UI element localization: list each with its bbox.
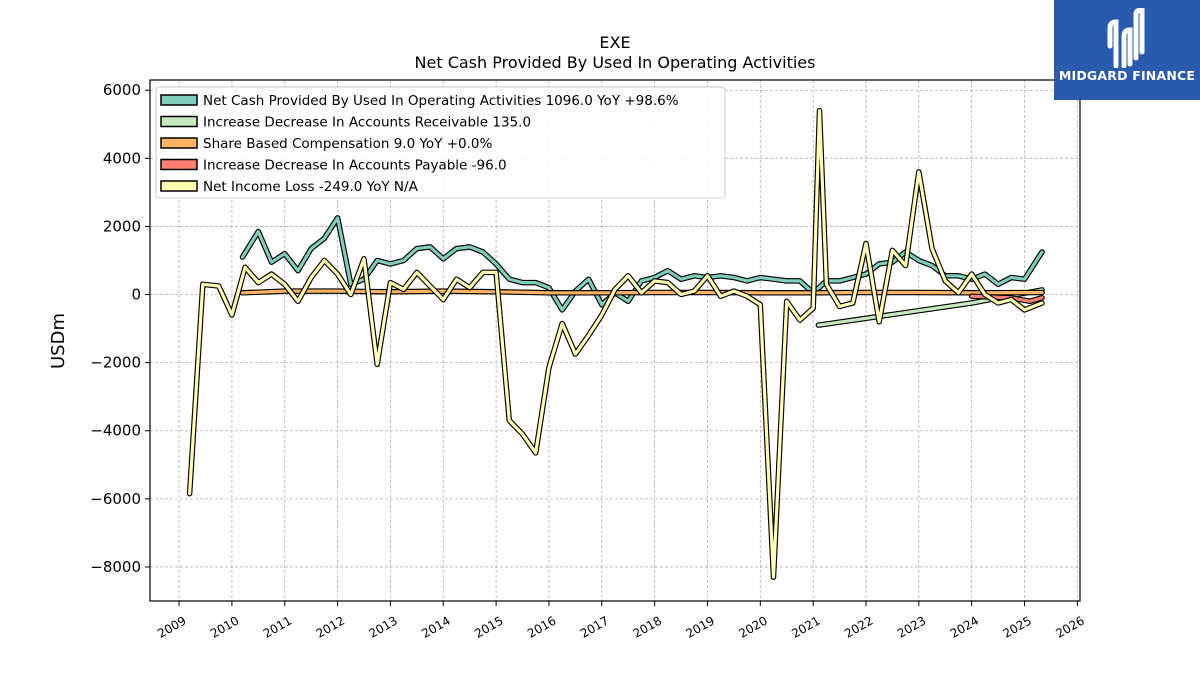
- x-tick-label: 2016: [525, 613, 558, 640]
- x-tick-label: 2023: [895, 613, 928, 640]
- legend-swatch: [160, 137, 198, 149]
- chart-subtitle: Net Cash Provided By Used In Operating A…: [415, 53, 816, 72]
- x-tick-label: 2017: [578, 613, 611, 640]
- series-line-2: [240, 289, 1044, 295]
- y-tick-label: 4000: [103, 149, 141, 167]
- x-tick-label: 2025: [1001, 613, 1034, 640]
- y-tick-label: −8000: [90, 558, 141, 576]
- y-tick-label: 0: [131, 286, 141, 304]
- y-tick-label: −2000: [90, 354, 141, 372]
- legend-entry: Net Cash Provided By Used In Operating A…: [203, 93, 679, 109]
- logo-text: MIDGARD FINANCE: [1058, 68, 1196, 83]
- x-tick-label: 2018: [631, 613, 664, 640]
- x-tick-label: 2011: [261, 613, 294, 640]
- x-tick-label: 2026: [1053, 613, 1086, 640]
- legend-entry: Share Based Compensation 9.0 YoY +0.0%: [203, 136, 492, 152]
- legend: Net Cash Provided By Used In Operating A…: [155, 86, 726, 199]
- y-axis-label: USDm: [48, 313, 69, 369]
- x-tick-label: 2022: [842, 613, 875, 640]
- legend-swatch: [160, 115, 198, 128]
- legend-entry: Increase Decrease In Accounts Receivable…: [203, 115, 531, 131]
- x-tick-label: 2010: [208, 613, 241, 640]
- chart-title: EXE: [599, 33, 630, 52]
- legend-entry: Increase Decrease In Accounts Payable -9…: [203, 158, 507, 174]
- legend-swatch: [160, 180, 198, 192]
- series-lines: [186, 107, 1045, 580]
- series-line-4: [188, 109, 1044, 579]
- legend-swatch: [160, 158, 198, 171]
- y-tick-label: −6000: [90, 490, 141, 508]
- brand-logo: MIDGARD FINANCE: [1054, 0, 1200, 100]
- x-tick-label: 2021: [789, 613, 822, 640]
- x-tick-label: 2009: [155, 613, 188, 640]
- y-tick-label: 2000: [103, 217, 141, 235]
- plot-frame: [149, 79, 1081, 602]
- logo-mark-icon: [1107, 8, 1145, 68]
- y-tick-label: 6000: [103, 81, 141, 99]
- legend-swatch: [160, 94, 198, 106]
- x-tick-label: 2012: [314, 613, 347, 640]
- x-tick-label: 2024: [948, 613, 981, 640]
- x-tick-label: 2020: [736, 613, 769, 640]
- legend-box: [155, 86, 726, 199]
- x-tick-label: 2019: [684, 613, 717, 640]
- x-tick-label: 2014: [419, 613, 452, 640]
- legend-entry: Net Income Loss -249.0 YoY N/A: [203, 179, 419, 195]
- x-tick-label: 2015: [472, 613, 505, 640]
- x-tick-label: 2013: [366, 613, 399, 640]
- y-tick-label: −4000: [90, 422, 141, 440]
